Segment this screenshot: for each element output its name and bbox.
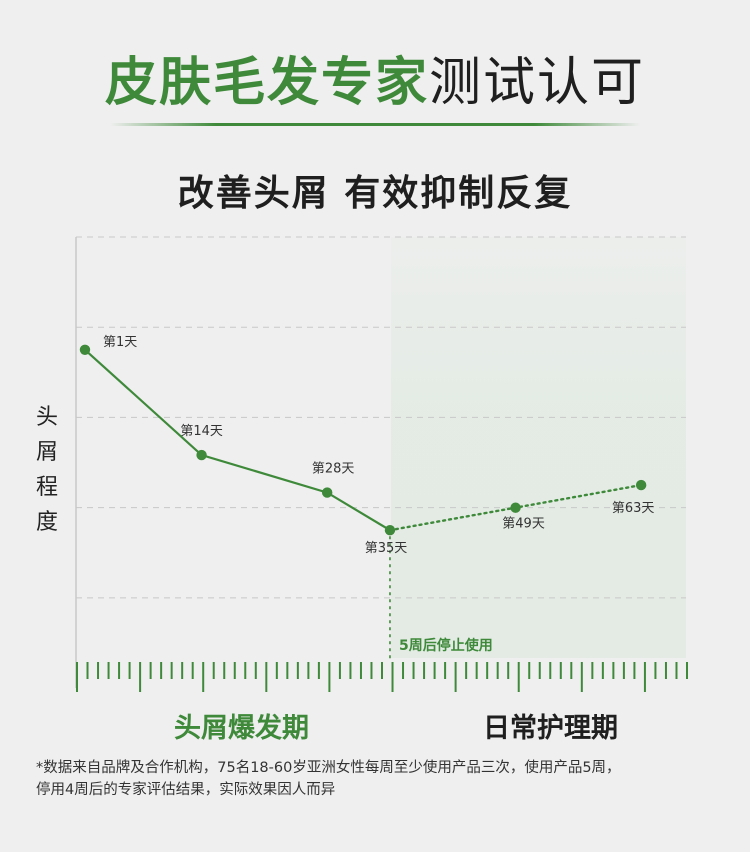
- y-axis-label: 头屑程度: [32, 400, 62, 540]
- data-label: 第63天: [612, 501, 655, 516]
- footnote-line-2: 停用4周后的专家评估结果，实际效果因人而异: [36, 782, 336, 798]
- care-phase-region: [390, 237, 686, 658]
- data-point: [384, 524, 396, 536]
- title-highlight: 皮肤毛发专家: [104, 53, 429, 113]
- y-axis-label-char: 头: [35, 405, 58, 430]
- y-axis-label-char: 程: [35, 475, 58, 500]
- page-title: 皮肤毛发专家测试认可: [0, 40, 750, 115]
- data-label: 第28天: [312, 462, 355, 477]
- page-subtitle: 改善头屑 有效抑制反复: [177, 173, 573, 214]
- data-label: 第49天: [502, 517, 545, 532]
- data-point: [79, 344, 91, 355]
- stop-annotation: 5周后停止使用: [399, 637, 493, 654]
- data-label: 第14天: [180, 424, 223, 439]
- phase-label-burst: 头屑爆发期: [174, 713, 309, 744]
- data-point: [510, 502, 521, 513]
- phase-label-daily: 日常护理期: [483, 713, 618, 744]
- data-label: 第35天: [365, 541, 408, 556]
- data-point: [196, 449, 207, 461]
- data-label: 第1天: [103, 335, 137, 350]
- footnote: *数据来自品牌及合作机构，75名18-60岁亚洲女性每周至少使用产品三次，使用产…: [36, 757, 696, 801]
- series-line-solid: [84, 348, 391, 532]
- title-divider: [110, 123, 640, 126]
- footnote-line-1: *数据来自品牌及合作机构，75名18-60岁亚洲女性每周至少使用产品三次，使用产…: [36, 760, 621, 776]
- y-axis-label-char: 度: [35, 510, 58, 535]
- title-rest: 测试认可: [429, 53, 646, 113]
- y-axis-label-char: 屑: [35, 440, 58, 465]
- data-point: [635, 479, 647, 491]
- data-point: [321, 487, 333, 498]
